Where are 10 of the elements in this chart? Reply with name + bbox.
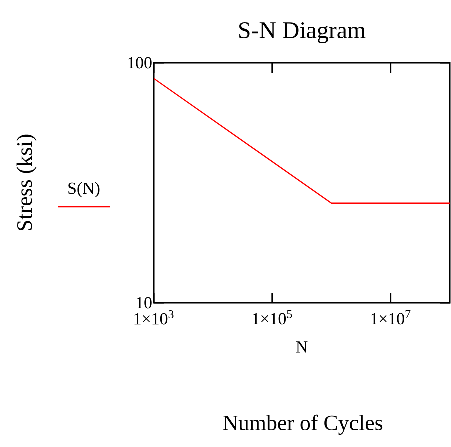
text: Number of Cycles bbox=[223, 414, 383, 436]
chart-title: S-N Diagram bbox=[240, 22, 366, 44]
x-tick-label: 1×10$^{5}$ bbox=[253, 310, 292, 325]
y-axis-title: Stress (ksi) bbox=[16, 134, 37, 231]
x-tick-label: 1×10$^{7}$ bbox=[372, 310, 411, 325]
text: S(N) bbox=[68, 182, 100, 198]
x-axis-title: N bbox=[296, 342, 308, 353]
x-tick-label: 1×10$^{3}$ bbox=[134, 310, 174, 325]
y-tick-label: 100 bbox=[128, 57, 152, 69]
y-tick-label: 10 bbox=[137, 297, 152, 309]
